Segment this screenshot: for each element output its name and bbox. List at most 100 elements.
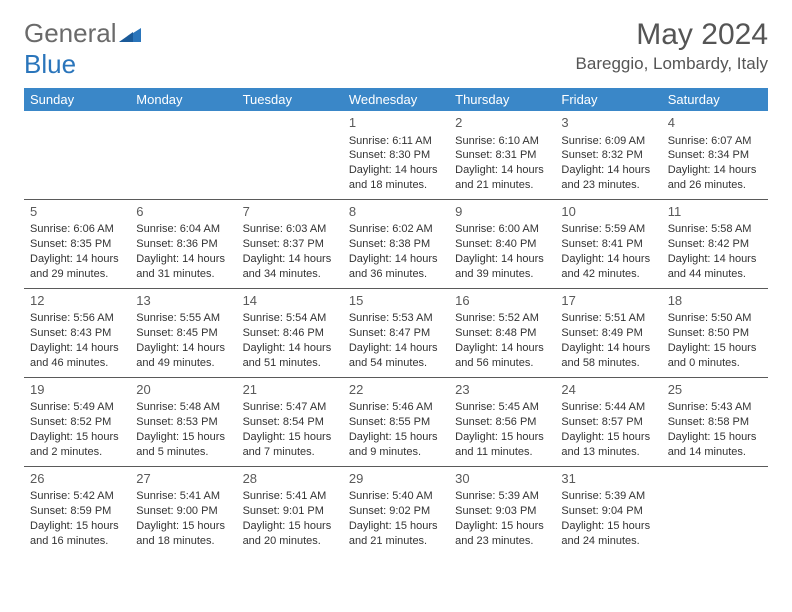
calendar-cell: 25Sunrise: 5:43 AMSunset: 8:58 PMDayligh… [662, 377, 768, 466]
calendar-cell: 3Sunrise: 6:09 AMSunset: 8:32 PMDaylight… [555, 111, 661, 199]
day-number: 21 [243, 381, 337, 399]
day-number: 14 [243, 292, 337, 310]
day-number: 7 [243, 203, 337, 221]
day-info: Sunrise: 5:40 AMSunset: 9:02 PMDaylight:… [349, 489, 443, 548]
calendar-cell: 6Sunrise: 6:04 AMSunset: 8:36 PMDaylight… [130, 199, 236, 288]
month-title: May 2024 [576, 18, 768, 52]
logo-word1: General [24, 18, 117, 48]
calendar-cell-empty [662, 466, 768, 554]
day-info: Sunrise: 6:06 AMSunset: 8:35 PMDaylight:… [30, 222, 124, 281]
day-info: Sunrise: 5:56 AMSunset: 8:43 PMDaylight:… [30, 311, 124, 370]
logo: GeneralBlue [24, 18, 141, 80]
logo-text: GeneralBlue [24, 18, 141, 80]
calendar-cell: 8Sunrise: 6:02 AMSunset: 8:38 PMDaylight… [343, 199, 449, 288]
day-info: Sunrise: 5:39 AMSunset: 9:04 PMDaylight:… [561, 489, 655, 548]
weekday-header: Tuesday [237, 88, 343, 111]
day-info: Sunrise: 6:04 AMSunset: 8:36 PMDaylight:… [136, 222, 230, 281]
calendar-row: 26Sunrise: 5:42 AMSunset: 8:59 PMDayligh… [24, 466, 768, 554]
calendar-cell: 11Sunrise: 5:58 AMSunset: 8:42 PMDayligh… [662, 199, 768, 288]
weekday-header: Saturday [662, 88, 768, 111]
day-number: 28 [243, 470, 337, 488]
day-number: 29 [349, 470, 443, 488]
calendar-cell: 17Sunrise: 5:51 AMSunset: 8:49 PMDayligh… [555, 288, 661, 377]
day-info: Sunrise: 5:52 AMSunset: 8:48 PMDaylight:… [455, 311, 549, 370]
calendar-cell: 1 Sunrise: 6:11 AMSunset: 8:30 PMDaylight… [343, 111, 449, 199]
header: GeneralBlue May 2024 Bareggio, Lombardy,… [24, 18, 768, 80]
logo-icon [119, 18, 141, 34]
calendar-cell: 24Sunrise: 5:44 AMSunset: 8:57 PMDayligh… [555, 377, 661, 466]
day-number: 26 [30, 470, 124, 488]
day-info: Sunrise: 5:50 AMSunset: 8:50 PMDaylight:… [668, 311, 762, 370]
day-info: Sunrise: 6:07 AMSunset: 8:34 PMDaylight:… [668, 134, 762, 193]
day-number: 19 [30, 381, 124, 399]
day-number: 22 [349, 381, 443, 399]
day-info: Sunrise: 6:02 AMSunset: 8:38 PMDaylight:… [349, 222, 443, 281]
day-info: Sunrise: 6:10 AMSunset: 8:31 PMDaylight:… [455, 134, 549, 193]
day-number: 16 [455, 292, 549, 310]
calendar-cell: 13Sunrise: 5:55 AMSunset: 8:45 PMDayligh… [130, 288, 236, 377]
day-number: 25 [668, 381, 762, 399]
calendar-cell: 18Sunrise: 5:50 AMSunset: 8:50 PMDayligh… [662, 288, 768, 377]
calendar-cell: 30Sunrise: 5:39 AMSunset: 9:03 PMDayligh… [449, 466, 555, 554]
calendar-cell: 15Sunrise: 5:53 AMSunset: 8:47 PMDayligh… [343, 288, 449, 377]
day-number: 11 [668, 203, 762, 221]
day-number: 31 [561, 470, 655, 488]
day-number: 27 [136, 470, 230, 488]
day-info: Sunrise: 5:48 AMSunset: 8:53 PMDaylight:… [136, 400, 230, 459]
day-info: Sunrise: 5:49 AMSunset: 8:52 PMDaylight:… [30, 400, 124, 459]
day-number: 13 [136, 292, 230, 310]
day-info: Sunrise: 5:44 AMSunset: 8:57 PMDaylight:… [561, 400, 655, 459]
weekday-header: Thursday [449, 88, 555, 111]
day-number: 5 [30, 203, 124, 221]
weekday-header: Friday [555, 88, 661, 111]
day-info: Sunrise: 5:53 AMSunset: 8:47 PMDaylight:… [349, 311, 443, 370]
calendar-table: SundayMondayTuesdayWednesdayThursdayFrid… [24, 88, 768, 555]
calendar-cell: 12Sunrise: 5:56 AMSunset: 8:43 PMDayligh… [24, 288, 130, 377]
day-info: Sunrise: 6:00 AMSunset: 8:40 PMDaylight:… [455, 222, 549, 281]
day-number: 12 [30, 292, 124, 310]
weekday-header-row: SundayMondayTuesdayWednesdayThursdayFrid… [24, 88, 768, 111]
day-number: 9 [455, 203, 549, 221]
calendar-cell: 27Sunrise: 5:41 AMSunset: 9:00 PMDayligh… [130, 466, 236, 554]
day-info: Sunrise: 5:41 AMSunset: 9:01 PMDaylight:… [243, 489, 337, 548]
calendar-body: 1 Sunrise: 6:11 AMSunset: 8:30 PMDaylight… [24, 111, 768, 555]
calendar-cell: 14Sunrise: 5:54 AMSunset: 8:46 PMDayligh… [237, 288, 343, 377]
calendar-cell-empty [24, 111, 130, 199]
day-number: 6 [136, 203, 230, 221]
calendar-cell: 29Sunrise: 5:40 AMSunset: 9:02 PMDayligh… [343, 466, 449, 554]
day-number: 20 [136, 381, 230, 399]
calendar-cell-empty [237, 111, 343, 199]
day-info: Sunrise: 5:54 AMSunset: 8:46 PMDaylight:… [243, 311, 337, 370]
calendar-cell-empty [130, 111, 236, 199]
location: Bareggio, Lombardy, Italy [576, 54, 768, 74]
day-info: Sunrise: 5:47 AMSunset: 8:54 PMDaylight:… [243, 400, 337, 459]
day-number: 15 [349, 292, 443, 310]
day-number: 24 [561, 381, 655, 399]
day-number: 8 [349, 203, 443, 221]
calendar-row: 12Sunrise: 5:56 AMSunset: 8:43 PMDayligh… [24, 288, 768, 377]
calendar-cell: 19Sunrise: 5:49 AMSunset: 8:52 PMDayligh… [24, 377, 130, 466]
weekday-header: Monday [130, 88, 236, 111]
calendar-cell: 2 Sunrise: 6:10 AMSunset: 8:31 PMDaylight… [449, 111, 555, 199]
day-number: 1 [349, 114, 443, 132]
calendar-row: 1 Sunrise: 6:11 AMSunset: 8:30 PMDaylight… [24, 111, 768, 199]
weekday-header: Sunday [24, 88, 130, 111]
day-number: 10 [561, 203, 655, 221]
calendar-cell: 22Sunrise: 5:46 AMSunset: 8:55 PMDayligh… [343, 377, 449, 466]
calendar-cell: 5Sunrise: 6:06 AMSunset: 8:35 PMDaylight… [24, 199, 130, 288]
title-block: May 2024 Bareggio, Lombardy, Italy [576, 18, 768, 74]
day-info: Sunrise: 5:59 AMSunset: 8:41 PMDaylight:… [561, 222, 655, 281]
day-number: 18 [668, 292, 762, 310]
day-info: Sunrise: 5:41 AMSunset: 9:00 PMDaylight:… [136, 489, 230, 548]
calendar-cell: 21Sunrise: 5:47 AMSunset: 8:54 PMDayligh… [237, 377, 343, 466]
calendar-row: 5Sunrise: 6:06 AMSunset: 8:35 PMDaylight… [24, 199, 768, 288]
calendar-cell: 31Sunrise: 5:39 AMSunset: 9:04 PMDayligh… [555, 466, 661, 554]
calendar-cell: 23Sunrise: 5:45 AMSunset: 8:56 PMDayligh… [449, 377, 555, 466]
weekday-header: Wednesday [343, 88, 449, 111]
day-number: 2 [455, 114, 549, 132]
calendar-cell: 20Sunrise: 5:48 AMSunset: 8:53 PMDayligh… [130, 377, 236, 466]
day-info: Sunrise: 6:11 AMSunset: 8:30 PMDaylight:… [349, 134, 443, 193]
day-number: 3 [561, 114, 655, 132]
day-number: 30 [455, 470, 549, 488]
day-info: Sunrise: 6:03 AMSunset: 8:37 PMDaylight:… [243, 222, 337, 281]
